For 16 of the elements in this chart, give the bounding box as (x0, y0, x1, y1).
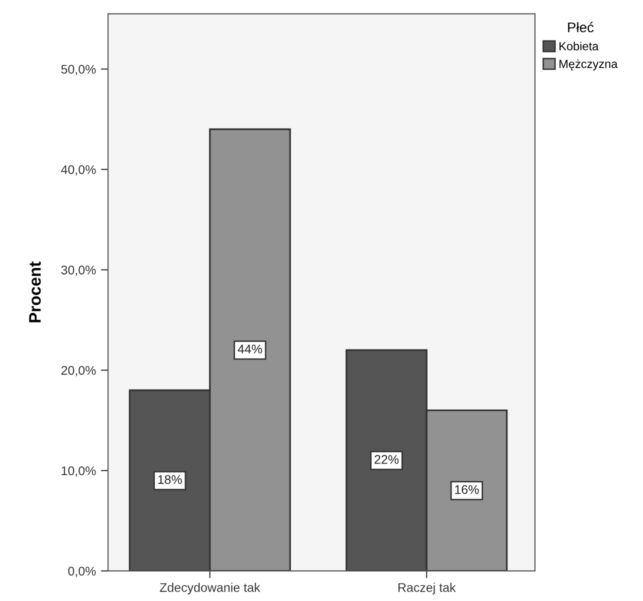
y-tick-label: 0,0% (68, 566, 96, 578)
data-label: 44% (238, 344, 262, 354)
data-label: 18% (158, 475, 182, 484)
legend-label: Mężczyzna (560, 59, 618, 70)
y-axis-title: Procent (29, 262, 41, 322)
legend-label: Kobieta (560, 42, 599, 50)
x-tick-label: Zdecydowanie tak (160, 582, 260, 594)
y-tick-label: 20,0% (61, 366, 96, 376)
y-tick-label: 50,0% (61, 64, 96, 76)
data-label: 22% (374, 455, 399, 464)
data-label: 16% (455, 485, 479, 494)
x-tick-label: Raczej tak (398, 582, 456, 594)
legend-title: Płeć (568, 22, 594, 32)
y-tick-label: 40,0% (61, 165, 96, 176)
y-tick-label: 30,0% (61, 266, 96, 276)
y-tick-label: 10,0% (62, 466, 96, 477)
